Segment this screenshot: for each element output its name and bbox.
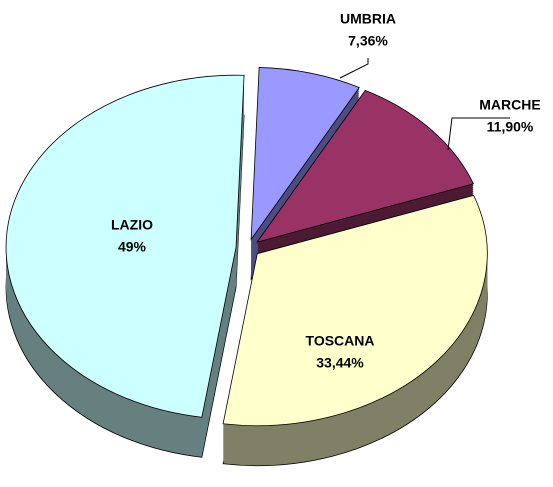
slice-value-label: 7,36% [348,33,388,49]
slice [256,89,475,243]
slice-label: MARCHE [479,97,540,113]
slice-value-label: 33,44% [316,355,364,371]
slice [250,67,360,241]
slice-label: TOSCANA [306,333,375,349]
slice-label: LAZIO [111,217,153,233]
slice [222,194,488,427]
leader-line [447,117,510,151]
slice [5,74,245,418]
slice-value-label: 11,90% [487,119,534,135]
slice-label: UMBRIA [340,11,396,27]
leader-line [339,58,369,79]
slice-value-label: 49% [118,239,147,255]
